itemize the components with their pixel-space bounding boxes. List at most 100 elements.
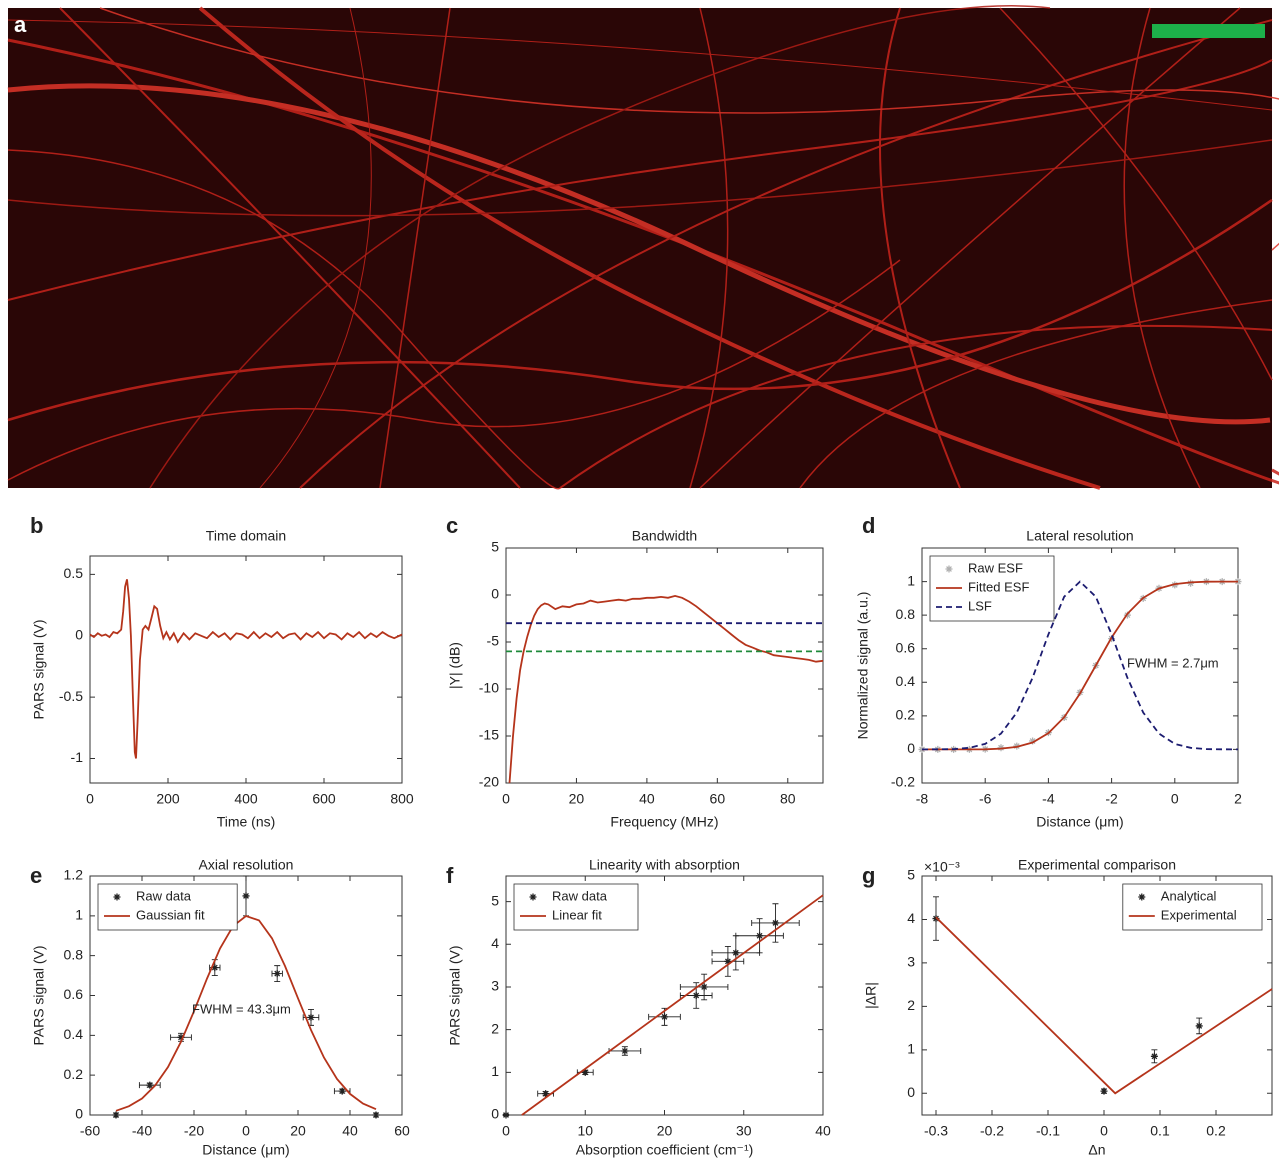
annotation: FWHM = 2.7μm bbox=[1127, 655, 1219, 670]
x-tick-label: -6 bbox=[979, 791, 992, 807]
chart-title: Bandwidth bbox=[632, 528, 697, 544]
data-point bbox=[372, 1111, 380, 1119]
data-point bbox=[542, 1090, 550, 1098]
y-tick-label: 3 bbox=[491, 978, 499, 994]
y-tick-label: 1 bbox=[75, 907, 83, 923]
y-tick-label: 0.4 bbox=[64, 1026, 84, 1042]
x-tick-label: 0.1 bbox=[1150, 1123, 1170, 1139]
x-tick-label: -0.3 bbox=[924, 1123, 948, 1139]
legend-swatch bbox=[945, 565, 953, 573]
micrograph: a bbox=[7, 5, 1279, 490]
panel: b Time domain Time (ns) PARS signal (V) 0 200… bbox=[30, 513, 414, 830]
legend-label: Raw data bbox=[136, 888, 192, 903]
chart-title: Linearity with absorption bbox=[589, 857, 740, 873]
y-tick-label: 0 bbox=[491, 1106, 499, 1122]
data-point bbox=[146, 1081, 154, 1089]
legend-box bbox=[513, 883, 639, 931]
panel: f Linearity with absorption Absorption coe… bbox=[446, 857, 831, 1158]
y-axis-label: |Y| (dB) bbox=[447, 642, 463, 689]
annotation: FWHM = 43.3μm bbox=[192, 1001, 291, 1016]
x-axis-label: Distance (μm) bbox=[202, 1142, 289, 1158]
y-tick-label: -15 bbox=[479, 727, 499, 743]
x-tick-label: 40 bbox=[342, 1123, 358, 1139]
fiber bbox=[7, 259, 901, 481]
y-tick-label: 0.4 bbox=[896, 673, 916, 689]
legend-label: Experimental bbox=[1161, 907, 1237, 922]
panel: g Experimental comparison Δn |ΔR| ×10⁻³ -0.3 -… bbox=[862, 857, 1273, 1158]
x-tick-label: 0 bbox=[1100, 1123, 1108, 1139]
panel-label: c bbox=[446, 513, 458, 538]
y-tick-label: -20 bbox=[479, 774, 499, 790]
data-point bbox=[581, 1068, 589, 1076]
panel: e Axial resolution Distance (μm) PARS signa… bbox=[30, 857, 410, 1158]
x-tick-label: 0 bbox=[242, 1123, 250, 1139]
fiber bbox=[799, 299, 1273, 489]
x-axis-label: Δn bbox=[1088, 1142, 1105, 1158]
y-tick-label: -0.5 bbox=[59, 688, 83, 704]
legend-swatch bbox=[113, 893, 121, 901]
chart-title: Lateral resolution bbox=[1026, 528, 1133, 544]
y-tick-label: 0.5 bbox=[64, 565, 84, 581]
legend-swatch bbox=[529, 893, 537, 901]
y-tick-label: 0.8 bbox=[64, 946, 84, 962]
legend-label: LSF bbox=[968, 598, 992, 613]
data-line bbox=[89, 579, 403, 759]
x-axis-label: Time (ns) bbox=[217, 814, 276, 830]
panel-label: d bbox=[862, 513, 875, 538]
fiber bbox=[7, 83, 1271, 425]
x-axis-label: Distance (μm) bbox=[1036, 814, 1123, 830]
panel-label: g bbox=[862, 863, 875, 888]
y-tick-label: 4 bbox=[491, 935, 499, 951]
x-tick-label: -60 bbox=[80, 1123, 100, 1139]
fiber bbox=[7, 19, 1273, 111]
y-tick-label: 0 bbox=[75, 626, 83, 642]
x-tick-label: 0 bbox=[86, 791, 94, 807]
y-tick-label: 1 bbox=[907, 1041, 915, 1057]
y-tick-label: 5 bbox=[491, 892, 499, 908]
x-tick-label: -0.1 bbox=[1036, 1123, 1060, 1139]
legend-label: Raw ESF bbox=[968, 560, 1023, 575]
y-tick-label: -1 bbox=[71, 749, 84, 765]
data-point bbox=[724, 957, 732, 965]
x-tick-label: 2 bbox=[1234, 791, 1242, 807]
x-tick-label: 0 bbox=[502, 1123, 510, 1139]
data-point bbox=[661, 1013, 668, 1021]
y-tick-label: 1.2 bbox=[64, 867, 84, 883]
legend-label: Fitted ESF bbox=[968, 579, 1029, 594]
x-axis-label: Absorption coefficient (cm⁻¹) bbox=[576, 1142, 754, 1158]
x-tick-label: 800 bbox=[390, 791, 414, 807]
micrograph-background bbox=[8, 8, 1272, 488]
y-tick-label: 0.2 bbox=[64, 1066, 84, 1082]
x-tick-label: 10 bbox=[577, 1123, 593, 1139]
data-line bbox=[115, 914, 377, 1112]
panel: c Bandwidth Frequency (MHz) |Y| (dB) 0 20 40 60… bbox=[446, 513, 824, 830]
data-line bbox=[508, 594, 824, 784]
data-line bbox=[921, 580, 1239, 751]
y-tick-label: 2 bbox=[907, 997, 915, 1013]
x-tick-label: 40 bbox=[815, 1123, 831, 1139]
y-tick-label: 1 bbox=[907, 572, 915, 588]
y-axis-label: PARS signal (V) bbox=[31, 619, 47, 719]
legend-label: Gaussian fit bbox=[136, 907, 205, 922]
y-tick-label: 0.6 bbox=[896, 639, 916, 655]
x-tick-label: -2 bbox=[1105, 791, 1118, 807]
y-tick-label: 2 bbox=[491, 1020, 499, 1036]
data-point bbox=[177, 1033, 185, 1041]
legend-label: Raw data bbox=[552, 888, 608, 903]
data-point bbox=[273, 970, 281, 978]
x-tick-label: 0.2 bbox=[1206, 1123, 1226, 1139]
data-line bbox=[521, 894, 824, 1116]
y-tick-label: 0 bbox=[907, 1084, 915, 1100]
y-tick-label: -5 bbox=[487, 633, 500, 649]
fiber bbox=[99, 7, 1279, 251]
data-point bbox=[112, 1111, 120, 1119]
x-tick-label: 400 bbox=[234, 791, 258, 807]
data-point bbox=[1100, 1087, 1108, 1095]
x-tick-label: 0 bbox=[1171, 791, 1179, 807]
fiber bbox=[259, 7, 372, 489]
y-tick-label: 5 bbox=[907, 867, 915, 883]
y-tick-label: 5 bbox=[491, 539, 499, 555]
plot-frame bbox=[505, 547, 824, 784]
x-tick-label: 0 bbox=[502, 791, 510, 807]
